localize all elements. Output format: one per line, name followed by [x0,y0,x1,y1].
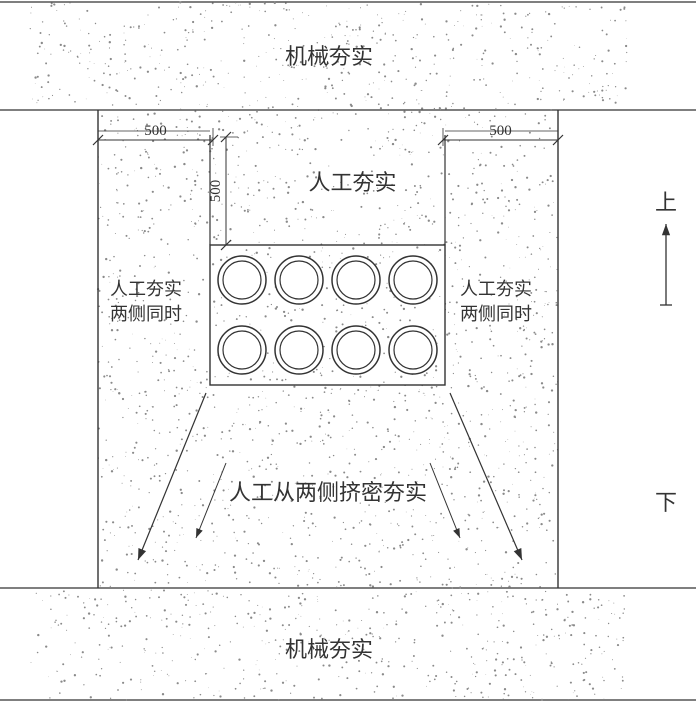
pipe-inner [223,331,261,369]
dim-right-500: 500 [489,123,512,139]
pipe-inner [280,261,318,299]
pipe-inner [394,261,432,299]
label-bottom-center: 人工从两侧挤密夯实 [229,480,427,505]
label-bottom-mech: 机械夯实 [285,637,373,662]
dim-left-500: 500 [144,123,167,139]
pipe-inner [394,331,432,369]
label-up: 上 [655,190,677,215]
dim-vert-500: 500 [208,180,224,203]
label-down: 下 [655,490,677,515]
label-top-mech: 机械夯实 [285,44,373,69]
engineering-diagram: 机械夯实机械夯实人工夯实500500500人工夯实两侧同时人工夯实两侧同时人工从… [0,0,696,705]
pipe-inner [280,331,318,369]
label-left-2: 两侧同时 [110,304,182,324]
pipe-inner [337,261,375,299]
label-right-1: 人工夯实 [460,279,532,299]
label-right-2: 两侧同时 [460,304,532,324]
pipe-inner [337,331,375,369]
diagram-svg: 机械夯实机械夯实人工夯实500500500人工夯实两侧同时人工夯实两侧同时人工从… [0,0,696,705]
pipe-inner [223,261,261,299]
label-manual-top: 人工夯实 [308,170,396,195]
label-left-1: 人工夯实 [110,279,182,299]
